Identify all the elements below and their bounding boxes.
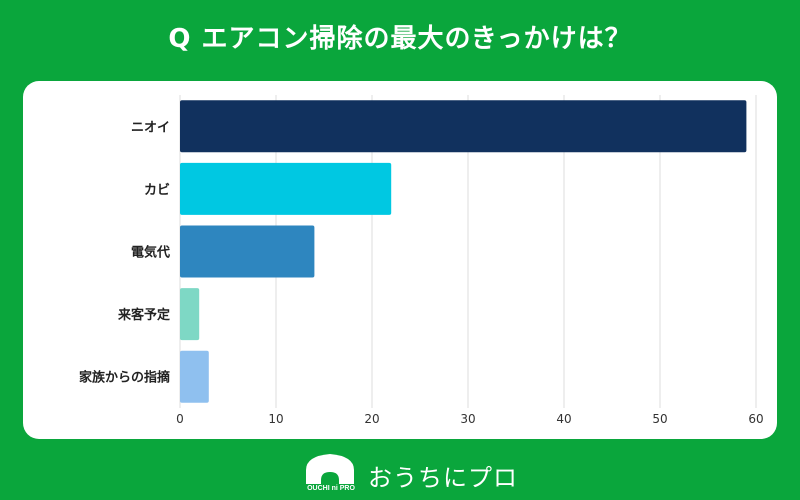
category-label: カビ (144, 182, 170, 198)
category-label: 家族からの指摘 (79, 370, 170, 386)
house-logo-icon (304, 454, 356, 494)
x-tick-label: 30 (460, 412, 475, 426)
bar (180, 350, 209, 403)
x-tick-label: 40 (556, 412, 571, 426)
chart-card: 0 10 20 30 40 50 60 ニオイカビ電気代来客予定家族からの指摘 (23, 81, 777, 439)
x-tick-label: 60 (748, 412, 763, 426)
brand-footer: OUCHI ni PRO おうちにプロ (300, 452, 520, 496)
category-label: ニオイ (131, 120, 170, 135)
chart-title: Q エアコン掃除の最大のきっかけは？ (168, 24, 632, 54)
brand-name: おうちにプロ (368, 464, 518, 492)
bar (180, 162, 392, 215)
bar (180, 100, 747, 153)
category-label: 来客予定 (117, 307, 170, 323)
category-label: 電気代 (131, 245, 170, 261)
bar (180, 288, 200, 341)
logo-mark-text: OUCHI ni PRO (307, 485, 355, 492)
x-tick-label: 50 (652, 412, 667, 426)
x-tick-label: 10 (268, 412, 283, 426)
x-tick-label: 20 (364, 412, 379, 426)
x-tick-label: 0 (176, 412, 184, 426)
bar (180, 225, 315, 278)
